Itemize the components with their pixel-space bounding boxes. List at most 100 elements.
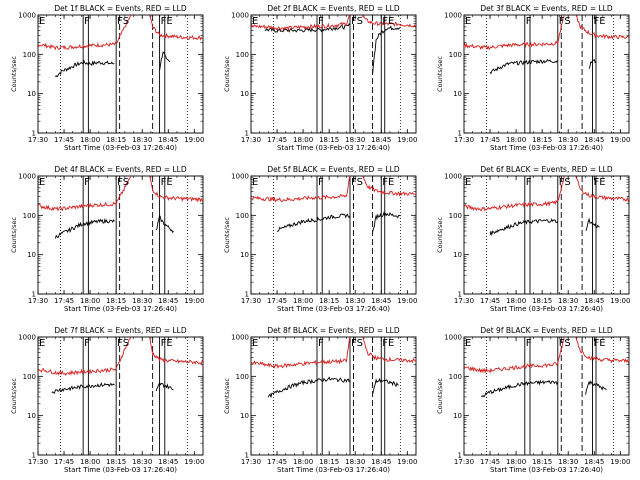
x-tick-label: 18:00	[293, 458, 313, 466]
x-tick-label: 17:45	[480, 136, 500, 144]
flag-e: E	[252, 177, 258, 188]
x-axis-label: Start Time (03-Feb-03 17:26:40)	[490, 305, 603, 313]
flag-f: F	[526, 338, 532, 349]
x-axis-label: Start Time (03-Feb-03 17:26:40)	[64, 144, 177, 152]
x-tick-label: 18:45	[158, 136, 178, 144]
y-tick-label: 100	[449, 212, 462, 220]
panel-title: Det 6f BLACK = Events, RED = LLD	[480, 165, 613, 174]
flag-f: F	[526, 16, 532, 27]
series-events	[372, 211, 401, 233]
panel-det-3f: Det 3f BLACK = Events, RED = LLD 1 10 100 10…	[436, 4, 630, 152]
y-tick-label: 10	[27, 90, 36, 98]
flag-fe: FE	[382, 338, 394, 349]
x-tick-label: 18:15	[532, 458, 552, 466]
panel-det-7f: Det 7f BLACK = Events, RED = LLD 1 10 100 10…	[10, 326, 204, 474]
flag-e: E	[252, 16, 258, 27]
y-tick-label: 1	[245, 291, 249, 299]
x-tick-label: 18:30	[345, 458, 365, 466]
y-tick-label: 100	[23, 373, 36, 381]
x-axis-label: Start Time (03-Feb-03 17:26:40)	[277, 466, 390, 474]
y-tick-label: 1	[245, 452, 249, 460]
x-tick-label: 18:45	[371, 136, 391, 144]
flag-fe: FE	[161, 16, 173, 27]
x-tick-label: 17:45	[54, 458, 74, 466]
y-axis-label: Counts/sec	[10, 378, 18, 414]
flag-f: F	[84, 16, 90, 27]
series-lld	[361, 15, 416, 28]
x-tick-label: 17:45	[54, 136, 74, 144]
x-tick-label: 18:00	[506, 136, 526, 144]
series-lld	[362, 337, 416, 364]
x-tick-label: 17:30	[454, 136, 474, 144]
panel-det-5f: Det 5f BLACK = Events, RED = LLD 1 10 100 10…	[223, 165, 417, 313]
x-tick-label: 18:45	[371, 458, 391, 466]
y-tick-label: 1000	[18, 173, 36, 181]
x-axis-label: Start Time (03-Feb-03 17:26:40)	[490, 144, 603, 152]
plot-frame	[250, 14, 417, 134]
x-tick-label: 18:45	[371, 297, 391, 305]
x-tick-label: 18:45	[158, 458, 178, 466]
x-tick-label: 19:00	[397, 136, 417, 144]
flag-fs: FS	[117, 338, 129, 349]
y-tick-label: 1000	[444, 12, 462, 20]
x-tick-label: 17:30	[454, 458, 474, 466]
y-axis-label: Counts/sec	[10, 217, 18, 253]
x-axis-label: Start Time (03-Feb-03 17:26:40)	[277, 305, 390, 313]
series-lld	[464, 176, 565, 212]
panel-title: Det 9f BLACK = Events, RED = LLD	[480, 326, 613, 335]
series-events	[267, 376, 351, 398]
y-axis-label: Counts/sec	[10, 56, 18, 92]
x-tick-label: 18:15	[532, 297, 552, 305]
y-tick-label: 10	[453, 251, 462, 259]
y-axis-label: Counts/sec	[436, 217, 444, 253]
plot-frame	[37, 175, 204, 295]
series-events	[372, 377, 399, 395]
flag-fe: FE	[161, 338, 173, 349]
x-tick-label: 18:00	[293, 136, 313, 144]
flag-fe: FE	[594, 177, 606, 188]
series-events	[588, 59, 597, 69]
y-tick-label: 1	[32, 130, 36, 138]
x-tick-label: 17:30	[454, 297, 474, 305]
series-lld	[149, 176, 203, 203]
x-tick-label: 17:45	[267, 297, 287, 305]
x-tick-label: 18:00	[80, 136, 100, 144]
x-tick-label: 19:00	[610, 297, 630, 305]
flag-f: F	[526, 177, 532, 188]
flag-fs: FS	[351, 338, 363, 349]
y-tick-label: 100	[236, 51, 249, 59]
series-events	[155, 381, 174, 392]
x-tick-label: 18:15	[106, 297, 126, 305]
flag-e: E	[465, 177, 471, 188]
series-lld	[575, 15, 629, 40]
series-events	[585, 217, 600, 231]
x-tick-label: 18:15	[319, 458, 339, 466]
flag-fs: FS	[559, 338, 571, 349]
panel-title: Det 7f BLACK = Events, RED = LLD	[54, 326, 187, 335]
plot-area	[464, 15, 629, 133]
flag-e: E	[39, 16, 45, 27]
x-tick-label: 18:00	[80, 458, 100, 466]
series-events	[51, 382, 115, 394]
y-tick-label: 1000	[231, 12, 249, 20]
y-tick-label: 10	[240, 412, 249, 420]
x-tick-label: 18:45	[158, 297, 178, 305]
plot-frame	[37, 336, 204, 456]
flag-fs: FS	[559, 16, 571, 27]
x-tick-label: 18:00	[506, 297, 526, 305]
x-tick-label: 18:30	[132, 136, 152, 144]
flag-e: E	[39, 338, 45, 349]
series-lld	[251, 15, 350, 32]
series-events	[55, 59, 115, 78]
plot-area	[38, 15, 203, 133]
y-axis-label: Counts/sec	[436, 378, 444, 414]
plot-area	[464, 176, 629, 294]
series-events	[372, 25, 401, 75]
plot-frame	[463, 14, 630, 134]
y-tick-label: 100	[449, 51, 462, 59]
series-lld	[464, 337, 565, 374]
x-tick-label: 18:00	[80, 297, 100, 305]
x-tick-label: 18:30	[558, 297, 578, 305]
y-tick-label: 1	[32, 291, 36, 299]
